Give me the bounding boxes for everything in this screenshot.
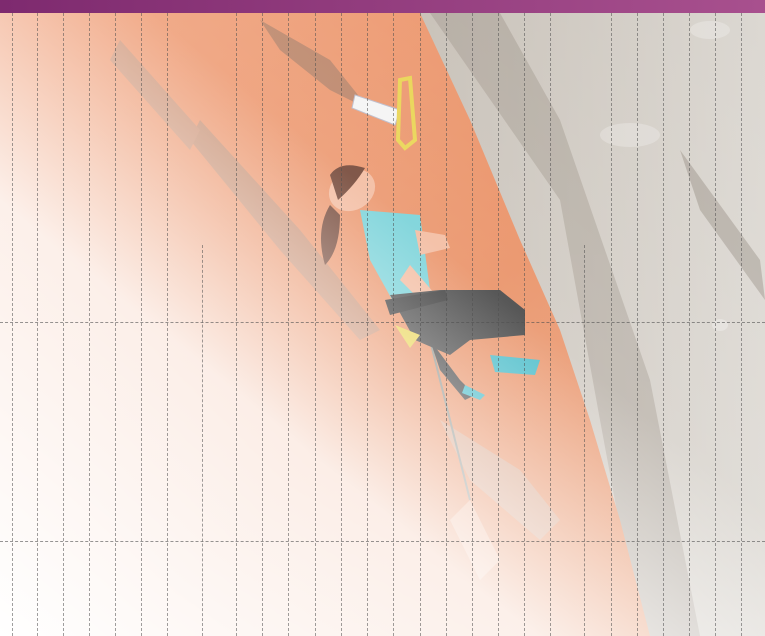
grid-vertical-line	[12, 13, 13, 636]
grid-vertical-line	[524, 13, 525, 636]
grid-vertical-line	[637, 13, 638, 636]
grid-horizontal-line	[0, 322, 765, 323]
grid-horizontal-line	[0, 541, 765, 542]
grid-vertical-line	[611, 13, 612, 636]
grid-vertical-line	[89, 13, 90, 636]
grid-vertical-line	[741, 13, 742, 636]
grid-vertical-line	[420, 13, 421, 636]
grid-vertical-line	[393, 13, 394, 636]
grid-vertical-line	[472, 13, 473, 636]
grid-vertical-line	[236, 13, 237, 636]
grid-vertical-line	[63, 13, 64, 636]
grid-vertical-line	[446, 13, 447, 636]
grid-vertical-line	[367, 13, 368, 636]
grid-vertical-line	[498, 13, 499, 636]
grid-vertical-line	[115, 13, 116, 636]
grid-vertical-line	[584, 245, 585, 636]
grid-vertical-line	[689, 13, 690, 636]
grid-vertical-line	[37, 13, 38, 636]
top-accent-bar	[0, 0, 765, 13]
grid-vertical-line	[715, 13, 716, 636]
grid-vertical-line	[167, 13, 168, 636]
grid-vertical-line	[550, 13, 551, 636]
grid-vertical-line	[663, 13, 664, 636]
grid-vertical-line	[288, 13, 289, 636]
grid-vertical-line	[315, 13, 316, 636]
grid-vertical-line	[341, 13, 342, 636]
grid-vertical-line	[202, 245, 203, 636]
grid-vertical-line	[141, 13, 142, 636]
grid-vertical-line	[262, 13, 263, 636]
